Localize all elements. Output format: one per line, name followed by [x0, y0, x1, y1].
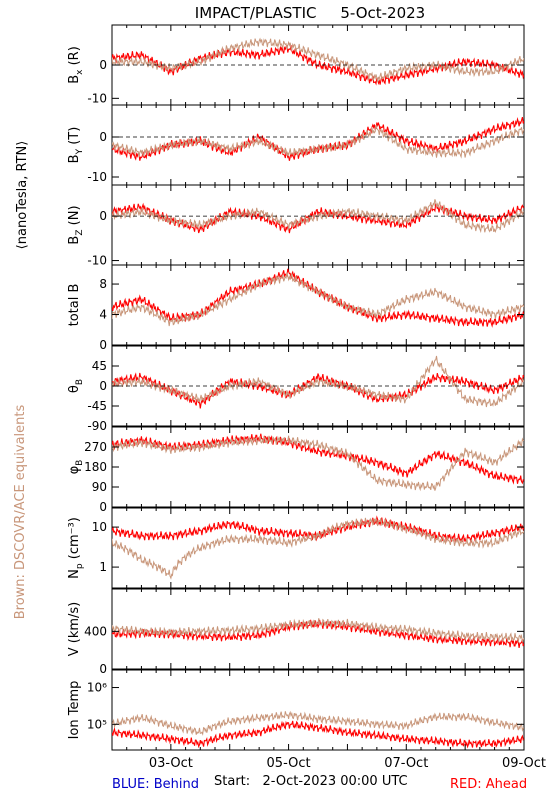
series-ahead-temp	[112, 720, 524, 749]
y-tick-label: -10	[87, 254, 107, 268]
y-tick-label: 8	[99, 277, 107, 291]
y-axis-label-temp: Ion Temp	[67, 681, 82, 740]
series-ace-np	[112, 517, 524, 580]
y-tick-label: 0	[99, 130, 107, 144]
y-axis-label-np: Np (cm⁻³)	[67, 517, 85, 579]
series-ace-phi	[112, 435, 524, 492]
footer-start: Start: 2-Oct-2023 00:00 UTC	[214, 774, 408, 789]
y-tick-label: 0	[99, 338, 107, 352]
y-tick-label: -45	[87, 399, 107, 413]
y-tick-label: 0	[99, 662, 107, 676]
y-tick-label: 0	[99, 209, 107, 223]
series-ace-bx	[112, 37, 524, 83]
x-tick-label: 09-Oct	[502, 756, 546, 771]
y-axis-label-phi: φB	[67, 460, 85, 475]
y-axis-label-bz: BZ (N)	[67, 205, 85, 244]
y-tick-label: 0	[99, 379, 107, 393]
series-ahead-phi	[112, 433, 524, 485]
series-ahead-bt	[112, 268, 524, 328]
y-tick-label: 4	[99, 308, 107, 322]
x-tick-labels: 03-Oct 05-Oct 07-Oct 09-Oct	[149, 756, 546, 771]
y-tick-label: 0	[99, 58, 107, 72]
y-axis-label-theta: θB	[67, 379, 85, 393]
y-tick-label: 1	[99, 560, 107, 574]
y-axis-label-v: V (km/s)	[67, 602, 82, 657]
panel-frame	[111, 184, 525, 266]
y-tick-label: 0	[99, 500, 107, 514]
y-axis-label-bx: Bx (R)	[67, 46, 85, 84]
series-ahead-by	[112, 116, 524, 161]
y-tick-label: -90	[87, 419, 107, 433]
y-tick-label: 10	[92, 520, 107, 534]
x-tick-label: 07-Oct	[384, 756, 428, 771]
series-ahead-np	[112, 515, 524, 544]
y-tick-label: 10⁶	[87, 681, 107, 695]
y-axis-label-by: BY (T)	[67, 127, 85, 164]
y-tick-label: 45	[92, 359, 107, 373]
y-tick-label: 10⁵	[87, 717, 107, 731]
panel-frame	[111, 264, 525, 346]
panel-frame	[111, 426, 525, 508]
y-tick-label: -10	[87, 170, 107, 184]
chart-title: IMPACT/PLASTIC 5-Oct-2023	[195, 4, 425, 22]
y-axis-label-bt: total B	[67, 284, 82, 327]
x-tick-label: 03-Oct	[149, 756, 193, 771]
left-unit-label: ⟨nanoTesla, RTN⟩	[15, 141, 30, 250]
series-ace-v	[112, 618, 524, 643]
series-ace-by	[112, 124, 524, 159]
panel-frame	[111, 507, 525, 589]
panel-bt: 8 4 0 total B	[67, 264, 525, 352]
series-ace-temp	[112, 710, 524, 736]
panel-frame	[111, 588, 525, 670]
y-tick-label: 180	[84, 460, 107, 474]
panel-temp: 10⁶ 10⁵ Ion Temp	[67, 669, 525, 751]
x-tick-label: 05-Oct	[267, 756, 311, 771]
brown-legend-label: Brown: DSCOVR/ACE equivalents	[13, 405, 28, 620]
series-ahead-bx	[112, 44, 524, 86]
panel-v: 400 0 V (km/s)	[67, 588, 525, 676]
y-tick-label: 400	[84, 624, 107, 638]
y-tick-label: 90	[92, 480, 107, 494]
panel-np: 10 1 Np (cm⁻³)	[67, 507, 525, 589]
footer-ahead: RED: Ahead	[450, 777, 527, 792]
panel-theta: 45 0 -45 -90 θB	[67, 345, 525, 433]
series-ahead-theta	[112, 372, 524, 409]
y-tick-label: 270	[84, 440, 107, 454]
footer-behind: BLUE: Behind	[112, 777, 199, 792]
y-tick-label: -10	[87, 91, 107, 105]
series-ace-bt	[112, 272, 524, 327]
panel-phi: 270 180 90 0 φB	[67, 426, 525, 514]
